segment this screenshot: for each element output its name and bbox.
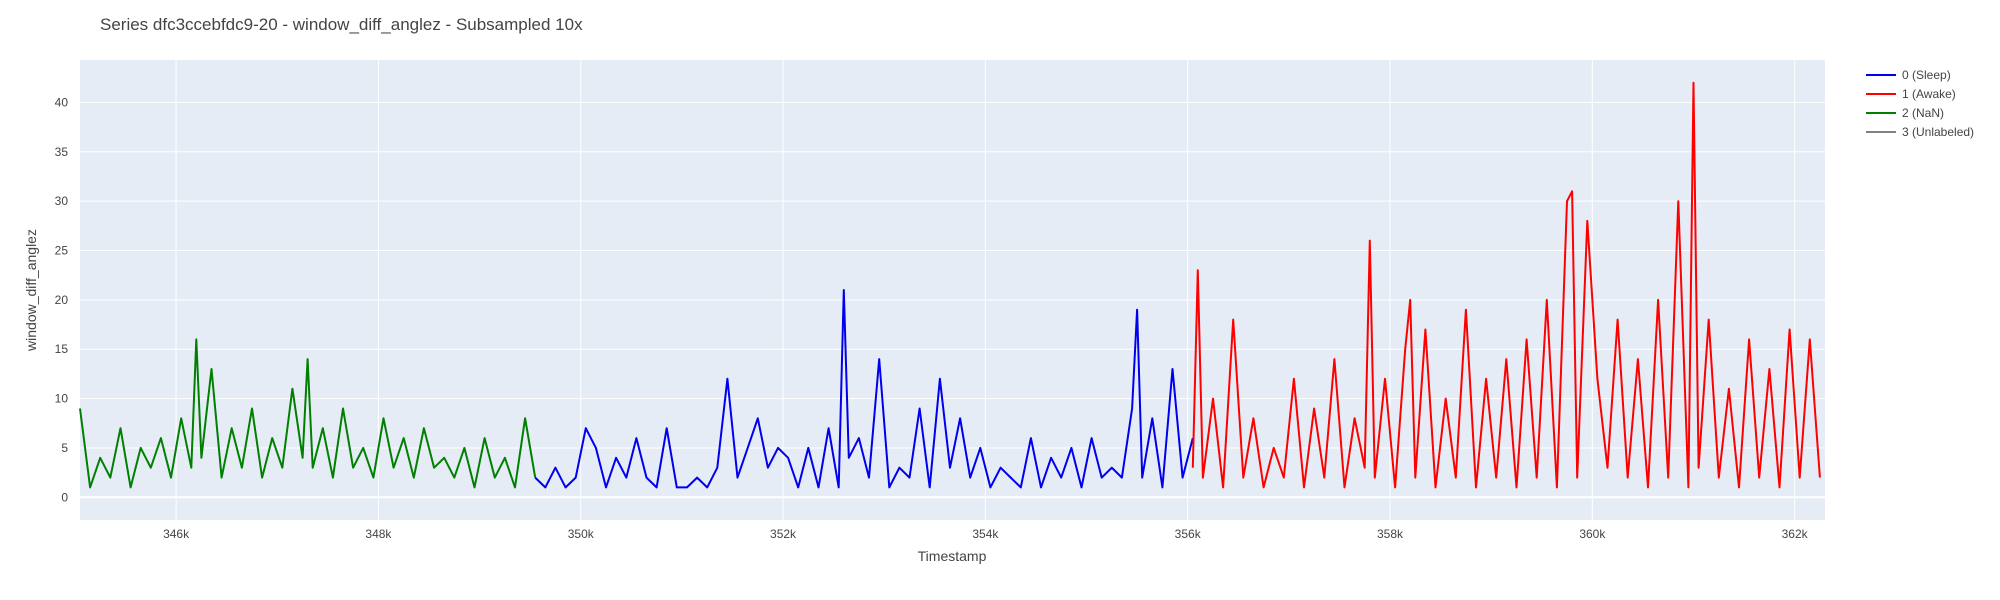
- y-tick-label: 20: [55, 293, 69, 307]
- y-axis-label: window_diff_anglez: [23, 229, 39, 352]
- x-tick-label: 358k: [1377, 527, 1404, 541]
- legend-label: 0 (Sleep): [1902, 68, 1951, 82]
- y-axis-ticks: 0 5 10 15 20 25 30 35 40: [55, 95, 69, 504]
- x-tick-label: 362k: [1782, 527, 1809, 541]
- series-line-2[interactable]: [1191, 81, 1821, 489]
- y-tick-label: 10: [55, 392, 69, 406]
- y-tick-label: 15: [55, 342, 69, 356]
- y-tick-label: 30: [55, 194, 69, 208]
- legend-label: 1 (Awake): [1902, 87, 1956, 101]
- y-tick-label: 35: [55, 145, 69, 159]
- legend-item[interactable]: 1 (Awake): [1866, 87, 1956, 101]
- x-axis-ticks: 346k 348k 350k 352k 354k 356k 358k 360k 362k: [163, 527, 1809, 541]
- x-tick-label: 356k: [1175, 527, 1202, 541]
- legend-item[interactable]: 2 (NaN): [1866, 106, 1944, 120]
- series-line-0[interactable]: [79, 338, 537, 489]
- y-tick-label: 40: [55, 95, 69, 109]
- x-tick-label: 350k: [568, 527, 595, 541]
- y-tick-label: 0: [61, 490, 68, 504]
- x-tick-label: 354k: [972, 527, 999, 541]
- legend[interactable]: 0 (Sleep) 1 (Awake) 2 (NaN) 3 (Unlabeled): [1866, 68, 1974, 139]
- series-lines: [79, 81, 1821, 489]
- y-tick-label: 25: [55, 244, 69, 258]
- chart-title: Series dfc3ccebfdc9-20 - window_diff_ang…: [100, 15, 583, 34]
- x-axis-label: Timestamp: [918, 548, 987, 564]
- x-tick-label: 360k: [1579, 527, 1606, 541]
- x-tick-label: 348k: [365, 527, 392, 541]
- legend-label: 2 (NaN): [1902, 106, 1944, 120]
- legend-item[interactable]: 0 (Sleep): [1866, 68, 1951, 82]
- y-tick-label: 5: [61, 441, 68, 455]
- x-tick-label: 352k: [770, 527, 797, 541]
- legend-item[interactable]: 3 (Unlabeled): [1866, 125, 1974, 139]
- legend-label: 3 (Unlabeled): [1902, 125, 1974, 139]
- x-tick-label: 346k: [163, 527, 190, 541]
- series-line-1[interactable]: [534, 289, 1194, 489]
